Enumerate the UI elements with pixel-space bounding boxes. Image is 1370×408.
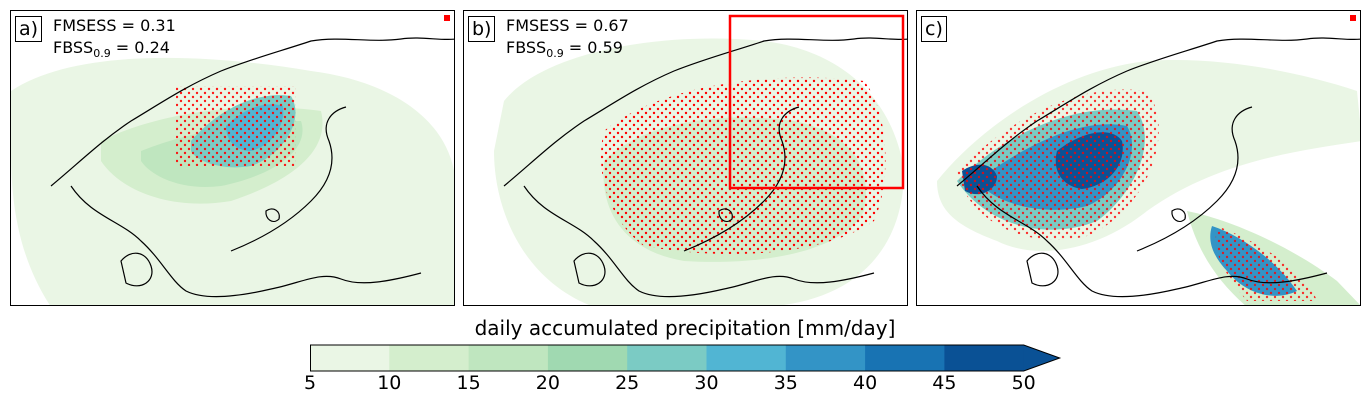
panel-label: a) bbox=[15, 16, 43, 42]
colorbar-tick-label: 20 bbox=[535, 372, 560, 394]
red-marker bbox=[1350, 15, 1356, 21]
colorbar-segment bbox=[944, 345, 1025, 371]
colorbar-tick-label: 30 bbox=[694, 372, 719, 394]
colorbar-segment bbox=[547, 345, 628, 371]
significance-stipple bbox=[957, 89, 1159, 240]
colorbar-tick-label: 40 bbox=[853, 372, 878, 394]
colorbar-segment bbox=[785, 345, 866, 371]
colorbar-segment bbox=[310, 345, 390, 371]
colorbar-tick-label: 50 bbox=[1011, 372, 1036, 394]
map-b-canvas bbox=[494, 14, 907, 305]
coastline bbox=[956, 37, 1360, 298]
colorbar-tick-label: 45 bbox=[932, 372, 957, 394]
colorbar-tick-label: 25 bbox=[615, 372, 640, 394]
fbss-score: FBSS0.9 = 0.59 bbox=[506, 38, 623, 61]
coastline bbox=[503, 37, 907, 298]
fmsess-score: FMSESS = 0.67 bbox=[506, 16, 629, 35]
fmsess-score: FMSESS = 0.31 bbox=[53, 16, 176, 35]
colorbar-segment bbox=[389, 345, 470, 371]
panel-label: c) bbox=[921, 16, 947, 42]
significance-stipple bbox=[176, 86, 296, 166]
score-text: FMSESS = 0.67 FBSS0.9 = 0.59 bbox=[506, 15, 629, 65]
colorbar-outline bbox=[310, 344, 1062, 372]
colorbar-segment bbox=[627, 345, 707, 371]
colorbar-extend-arrow bbox=[1023, 345, 1060, 371]
map-panel-a: a) FMSESS = 0.31 FBSS0.9 = 0.24 bbox=[10, 10, 455, 306]
map-panel-b: b) FMSESS = 0.67 FBSS0.9 = 0.59 bbox=[463, 10, 908, 306]
colorbar bbox=[310, 344, 1062, 372]
colorbar-segment bbox=[468, 345, 549, 371]
map-c-canvas bbox=[937, 37, 1360, 305]
colorbar-segment bbox=[865, 345, 945, 371]
significance-stipple bbox=[600, 77, 886, 254]
colorbar-tick-label: 35 bbox=[773, 372, 798, 394]
map-a-canvas bbox=[11, 37, 454, 305]
highlight-box bbox=[728, 14, 905, 190]
fbss-score: FBSS0.9 = 0.24 bbox=[53, 38, 170, 61]
colorbar-tick-label: 15 bbox=[456, 372, 481, 394]
panel-label: b) bbox=[468, 16, 496, 42]
significance-stipple-south bbox=[1215, 226, 1317, 301]
score-text: FMSESS = 0.31 FBSS0.9 = 0.24 bbox=[53, 15, 176, 65]
red-marker bbox=[444, 15, 450, 21]
colorbar-title: daily accumulated precipitation [mm/day] bbox=[474, 316, 896, 340]
coastline bbox=[50, 37, 454, 298]
colorbar-segment bbox=[706, 345, 787, 371]
map-panel-c: c) bbox=[916, 10, 1361, 306]
colorbar-tick-label: 10 bbox=[377, 372, 402, 394]
colorbar-tick-label: 5 bbox=[303, 372, 317, 394]
